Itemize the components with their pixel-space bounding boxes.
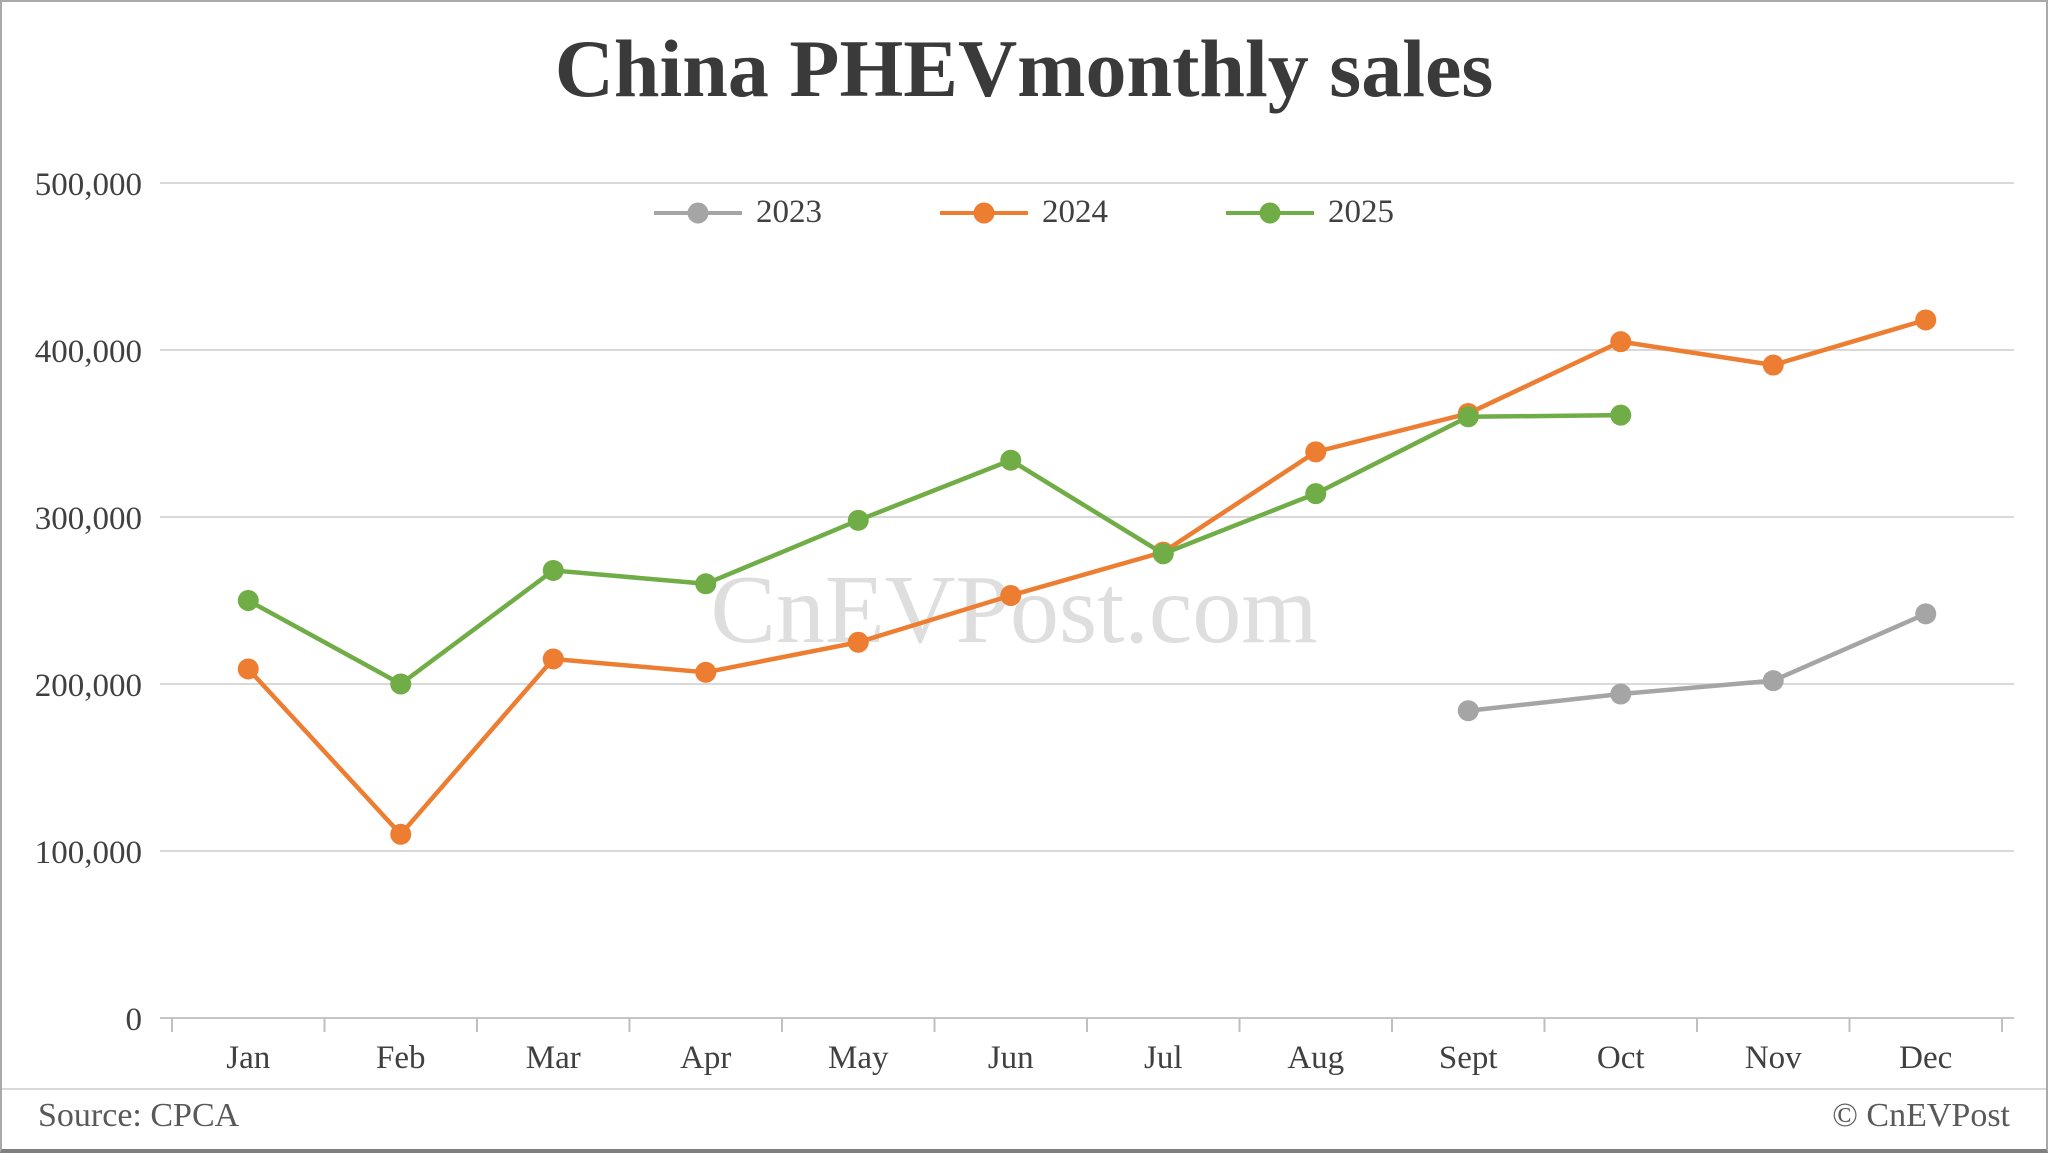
x-tick-label-Jul: Jul (1144, 1040, 1183, 1076)
legend-item-2025: 2025 (1226, 194, 1394, 231)
series-2023-point-Dec (1915, 603, 1937, 625)
y-tick-label-400000: 400,000 (35, 334, 142, 370)
copyright-label: © CnEVPost (1832, 1097, 2010, 1134)
source-label: Source: CPCA (38, 1097, 240, 1134)
y-tick-label-200000: 200,000 (35, 668, 142, 704)
x-tick-label-Jun: Jun (988, 1040, 1034, 1076)
series-2025-point-Jan (237, 590, 259, 611)
x-tick-label-Dec: Dec (1899, 1040, 1952, 1076)
series-2024-point-Dec (1915, 309, 1937, 331)
series-2024-point-Aug (1305, 441, 1327, 463)
x-tick-label-Mar: Mar (526, 1040, 581, 1076)
series-2024-point-Apr (695, 661, 717, 683)
legend-line-marker-2024 (940, 202, 1028, 223)
legend-line-marker-2025 (1226, 202, 1314, 223)
legend: 2023 2024 2025 (2, 194, 2046, 231)
series-2024-point-Oct (1610, 331, 1632, 353)
y-tick-label-500000: 500,000 (35, 167, 142, 203)
chart-title: China PHEVmonthly sales (554, 23, 1494, 114)
x-tick-label-Aug: Aug (1287, 1040, 1344, 1076)
legend-dot-icon-2023 (687, 202, 709, 223)
series-2025-point-Jun (1000, 449, 1022, 471)
x-tick-label-Nov: Nov (1745, 1040, 1802, 1076)
legend-dot-icon-2025 (1259, 202, 1281, 223)
legend-label-2023: 2023 (756, 194, 822, 230)
series-2024-point-Mar (542, 648, 564, 670)
series-2024-point-Nov (1762, 354, 1784, 376)
y-tick-label-0: 0 (126, 1002, 143, 1038)
series-2024-point-Jan (237, 658, 259, 680)
series-2025-point-Apr (695, 573, 717, 595)
legend-item-2024: 2024 (940, 194, 1108, 231)
series-2023-point-Nov (1762, 670, 1784, 692)
x-tick-label-May: May (828, 1040, 889, 1076)
series-2024-point-May (847, 631, 869, 653)
series-2025-point-Oct (1610, 404, 1632, 426)
x-tick-label-Sept: Sept (1439, 1040, 1498, 1076)
series-2024-point-Feb (390, 823, 412, 845)
series-2025-point-Aug (1305, 483, 1327, 505)
series-2023-point-Sept (1457, 700, 1479, 722)
legend-label-2025: 2025 (1328, 194, 1394, 230)
legend-dot-icon-2024 (973, 202, 995, 223)
series-2025-point-Sept (1457, 406, 1479, 428)
x-tick-label-Jan: Jan (226, 1040, 270, 1076)
x-tick-label-Feb: Feb (376, 1040, 426, 1076)
series-2025-point-May (847, 509, 869, 531)
y-tick-label-300000: 300,000 (35, 501, 142, 537)
footer-divider (2, 1088, 2046, 1090)
series-2025-point-Mar (542, 559, 564, 581)
legend-item-2023: 2023 (654, 194, 822, 231)
series-2025-point-Jul (1152, 543, 1174, 565)
series-2024-line (246, 317, 1928, 837)
x-tick-label-Apr: Apr (680, 1040, 731, 1076)
y-tick-label-100000: 100,000 (35, 835, 142, 871)
series-2024-point-Jun (1000, 584, 1022, 606)
series-2023-point-Oct (1610, 683, 1632, 705)
series-2025-line (246, 412, 1623, 687)
legend-label-2024: 2024 (1042, 194, 1108, 230)
series-2025-point-Feb (390, 673, 412, 695)
series-2023-line (1466, 611, 1928, 713)
legend-line-marker-2023 (654, 202, 742, 223)
x-tick-label-Oct: Oct (1597, 1040, 1645, 1076)
